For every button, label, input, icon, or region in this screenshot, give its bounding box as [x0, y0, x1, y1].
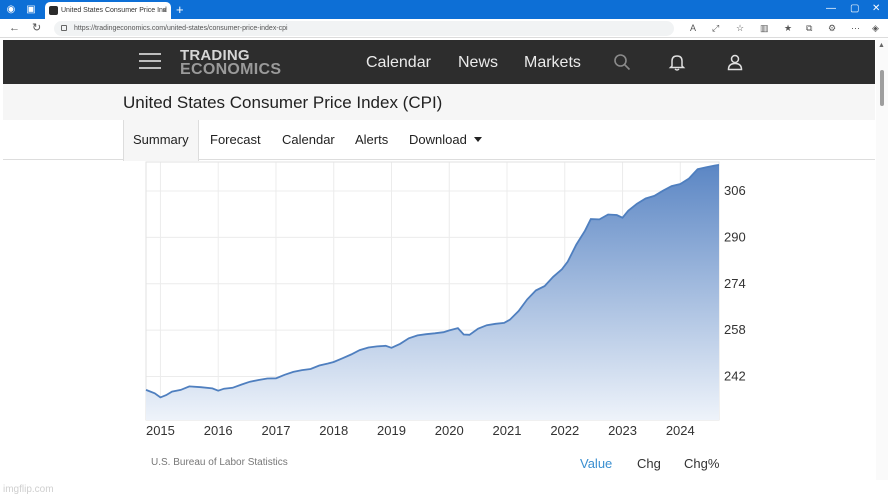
tab-download-label: Download: [409, 132, 467, 147]
site-header: TRADING ECONOMICS Calendar News Markets: [3, 40, 875, 84]
x-tick-label: 2017: [262, 423, 291, 438]
cpi-chart[interactable]: 242 258 274 290 306 2015 2016 2017 2018 2019 2020…: [124, 160, 764, 445]
logo-line-2: ECONOMICS: [180, 61, 282, 78]
lock-icon: [61, 25, 67, 31]
maximize-icon[interactable]: ▢: [850, 3, 860, 14]
read-aloud-icon[interactable]: A: [690, 23, 697, 33]
nav-markets[interactable]: Markets: [524, 54, 581, 71]
bell-icon[interactable]: [668, 53, 686, 71]
scrollbar-thumb[interactable]: [880, 70, 884, 106]
site-logo[interactable]: TRADING ECONOMICS: [180, 47, 282, 78]
page-title: United States Consumer Price Index (CPI): [123, 93, 443, 112]
y-tick-label: 306: [724, 183, 746, 198]
view-value-button[interactable]: Value: [580, 456, 613, 471]
x-tick-label: 2015: [146, 423, 175, 438]
minimize-icon[interactable]: —: [826, 3, 836, 14]
view-chg-percent-button[interactable]: Chg%: [684, 456, 720, 471]
favicon-icon: [49, 6, 58, 15]
x-tick-label: 2020: [435, 423, 464, 438]
chart-footer: U.S. Bureau of Labor Statistics Value Ch…: [124, 452, 724, 472]
new-tab-button[interactable]: +: [176, 2, 184, 17]
profile-icon[interactable]: ◉: [6, 4, 16, 15]
view-chg-button[interactable]: Chg: [637, 456, 661, 471]
split-screen-icon[interactable]: ▥: [760, 23, 769, 33]
url-text: https://tradingeconomics.com/united-stat…: [74, 25, 288, 32]
x-tick-label: 2016: [204, 423, 233, 438]
url-field[interactable]: https://tradingeconomics.com/united-stat…: [54, 21, 674, 36]
title-band: United States Consumer Price Index (CPI): [3, 84, 875, 120]
favorites-bar-icon[interactable]: ★: [784, 23, 793, 33]
y-tick-label: 274: [724, 276, 746, 291]
tab-download[interactable]: Download: [409, 132, 482, 147]
cpi-chart-svg: 242 258 274 290 306 2015 2016 2017 2018 2019 2020…: [145, 161, 746, 438]
cpi-area: [146, 164, 719, 420]
search-icon[interactable]: [613, 53, 631, 71]
tab-calendar[interactable]: Calendar: [282, 132, 335, 147]
y-tick-label: 290: [724, 229, 746, 244]
cpi-line: [145, 164, 720, 399]
zoom-icon[interactable]: ⤢: [712, 23, 720, 33]
page-tabs: Summary Forecast Calendar Alerts Downloa…: [3, 120, 875, 161]
collections-icon[interactable]: ⧉: [806, 23, 813, 33]
page-scrollbar[interactable]: ▲: [876, 40, 888, 480]
logo-line-1: TRADING: [180, 47, 250, 64]
back-icon[interactable]: ←: [9, 22, 20, 34]
y-tick-label: 242: [724, 369, 746, 384]
close-window-icon[interactable]: ✕: [872, 3, 881, 14]
favorite-icon[interactable]: ☆: [736, 23, 745, 33]
browser-tab-title: United States Consumer Price Ind: [61, 7, 167, 14]
x-tick-label: 2023: [608, 423, 637, 438]
y-tick-label: 258: [724, 322, 746, 337]
hamburger-menu-icon[interactable]: [139, 53, 161, 71]
tab-alerts[interactable]: Alerts: [355, 132, 389, 147]
tab-actions-icon[interactable]: ▣: [26, 4, 36, 15]
user-icon[interactable]: [726, 53, 744, 71]
nav-news[interactable]: News: [458, 54, 499, 71]
address-bar-row: ← ↻ https://tradingeconomics.com/united-…: [0, 19, 888, 38]
refresh-icon[interactable]: ↻: [32, 22, 42, 34]
chevron-down-icon: [473, 137, 482, 142]
browser-tab[interactable]: United States Consumer Price Ind ×: [45, 2, 171, 19]
nav-calendar[interactable]: Calendar: [366, 54, 431, 71]
x-tick-label: 2018: [319, 423, 348, 438]
close-tab-icon[interactable]: ×: [162, 6, 167, 15]
data-source: U.S. Bureau of Labor Statistics: [151, 457, 288, 468]
tab-forecast[interactable]: Forecast: [210, 132, 261, 147]
x-tick-label: 2019: [377, 423, 406, 438]
watermark: imgflip.com: [3, 484, 54, 495]
extensions-icon[interactable]: ⚙: [828, 23, 837, 33]
x-tick-label: 2024: [666, 423, 695, 438]
x-tick-label: 2022: [550, 423, 579, 438]
copilot-icon[interactable]: ◈: [872, 23, 879, 33]
tab-summary[interactable]: Summary: [123, 120, 199, 161]
x-tick-label: 2021: [493, 423, 522, 438]
scroll-up-icon[interactable]: ▲: [878, 42, 885, 49]
browser-tabstrip: ◉ ▣ United States Consumer Price Ind × +…: [0, 0, 888, 19]
more-icon[interactable]: ⋯: [851, 23, 860, 33]
